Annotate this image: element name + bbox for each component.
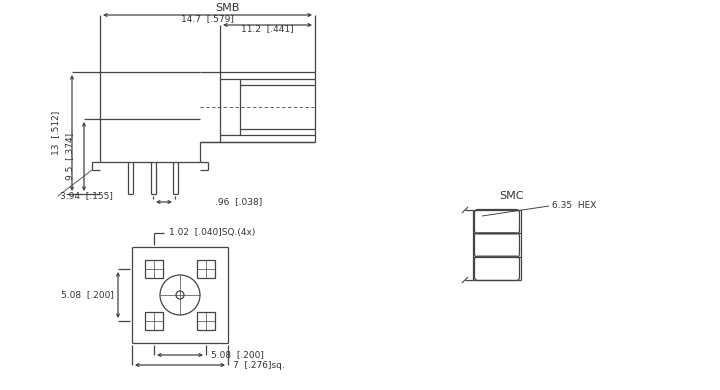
Text: 5.08  [.200]: 5.08 [.200] — [61, 291, 114, 300]
Text: .96  [.038]: .96 [.038] — [215, 197, 262, 206]
Text: 9.5  [.374]: 9.5 [.374] — [66, 133, 74, 180]
Text: 3.94  [.155]: 3.94 [.155] — [60, 191, 113, 200]
Text: 5.08  [.200]: 5.08 [.200] — [211, 351, 264, 360]
Text: SMB: SMB — [215, 3, 240, 13]
Text: 11.2  [.441]: 11.2 [.441] — [241, 25, 294, 34]
Text: SMC: SMC — [500, 191, 524, 201]
Text: 14.7  [.579]: 14.7 [.579] — [181, 14, 234, 23]
Text: 6.35  HEX: 6.35 HEX — [552, 202, 596, 211]
Bar — [145, 260, 163, 278]
Bar — [145, 312, 163, 330]
Text: 13  [.512]: 13 [.512] — [52, 111, 60, 155]
Text: 7  [.276]sq.: 7 [.276]sq. — [233, 360, 284, 369]
Bar — [197, 312, 215, 330]
Text: 1.02  [.040]SQ.(4x): 1.02 [.040]SQ.(4x) — [169, 229, 256, 238]
Bar — [197, 260, 215, 278]
